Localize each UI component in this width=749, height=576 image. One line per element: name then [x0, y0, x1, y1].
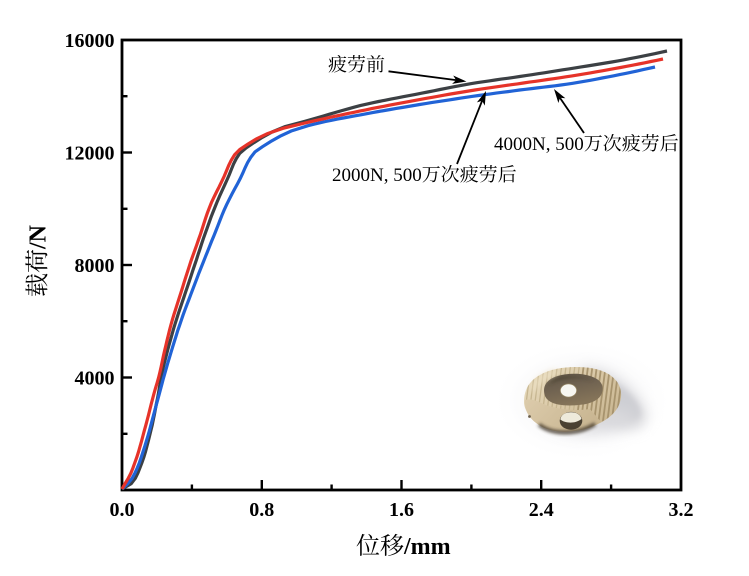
- svg-text:/mm: /mm: [403, 534, 451, 560]
- svg-text:3.2: 3.2: [669, 499, 694, 521]
- svg-text:16000: 16000: [65, 30, 115, 52]
- svg-text:1.6: 1.6: [389, 499, 414, 521]
- svg-text:/N: /N: [26, 224, 52, 250]
- svg-text:2.4: 2.4: [529, 499, 554, 521]
- svg-text:4000N, 500: 4000N, 500: [494, 134, 584, 155]
- svg-text:0.8: 0.8: [249, 499, 274, 521]
- svg-text:2000N, 500: 2000N, 500: [332, 165, 422, 186]
- svg-text:0.0: 0.0: [110, 499, 135, 521]
- svg-text:4000: 4000: [75, 368, 115, 390]
- svg-text:8000: 8000: [75, 255, 115, 277]
- svg-text:12000: 12000: [65, 143, 115, 165]
